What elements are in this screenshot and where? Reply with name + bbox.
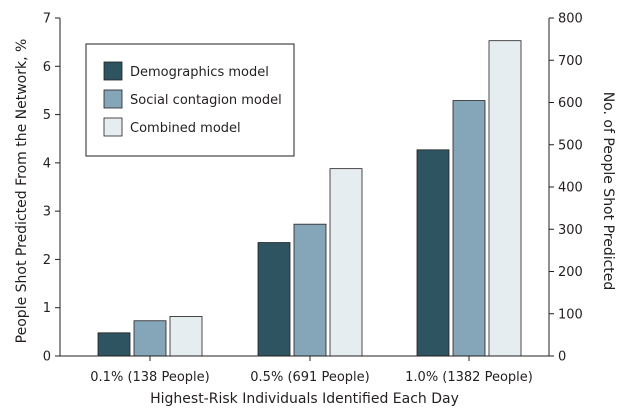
legend-swatch: [103, 61, 123, 81]
y2-tick-label: 0: [558, 350, 566, 365]
axes-group: 0 1 2 3 4 5 6 7 0 100 200 300 400 500 600 700 800 0.1% (1…: [43, 12, 583, 386]
y2-tick-label: 200: [558, 265, 583, 280]
y-tick-label: 0: [43, 350, 51, 365]
x-category-label: 0.5% (691 People): [250, 370, 369, 385]
x-axis-title: Highest-Risk Individuals Identified Each…: [150, 391, 459, 407]
y2-axis-title: No. of People Shot Predicted: [600, 92, 616, 291]
y-tick-label: 4: [43, 156, 51, 171]
bars-group: [97, 40, 522, 357]
y2-tick-label: 700: [558, 54, 583, 69]
y-tick-label: 6: [43, 60, 51, 75]
legend-swatch: [103, 89, 123, 109]
x-category-label: 1.0% (1382 People): [405, 370, 533, 385]
y2-tick-label: 400: [558, 181, 583, 196]
legend-label: Combined model: [130, 121, 241, 136]
legend: Demographics model Social contagion model…: [85, 43, 295, 157]
bar-social-contagion-model-2: [293, 223, 327, 357]
y2-tick-label: 300: [558, 223, 583, 238]
y-tick-label: 5: [43, 108, 51, 123]
bar-demographics-model-1: [97, 332, 131, 357]
legend-swatch: [103, 117, 123, 137]
y-tick-label: 1: [43, 301, 51, 316]
x-category-label: 0.1% (138 People): [90, 370, 209, 385]
bar-demographics-model-2: [257, 242, 291, 357]
y2-tick-label: 600: [558, 96, 583, 111]
y-tick-label: 7: [43, 12, 51, 27]
legend-label: Demographics model: [130, 65, 269, 80]
y-tick-label: 2: [43, 253, 51, 268]
y2-tick-label: 500: [558, 138, 583, 153]
bar-demographics-model-3: [416, 149, 450, 357]
bar-combined-model-3: [488, 40, 522, 357]
y2-tick-label: 800: [558, 12, 583, 27]
bar-social-contagion-model-1: [133, 320, 167, 357]
bar-combined-model-1: [169, 316, 203, 357]
bar-combined-model-2: [329, 168, 363, 357]
y-tick-label: 3: [43, 205, 51, 220]
bar-social-contagion-model-3: [452, 100, 486, 357]
legend-label: Social contagion model: [130, 93, 282, 108]
y2-tick-label: 100: [558, 307, 583, 322]
y-axis-title: People Shot Predicted From the Network, …: [14, 39, 30, 344]
